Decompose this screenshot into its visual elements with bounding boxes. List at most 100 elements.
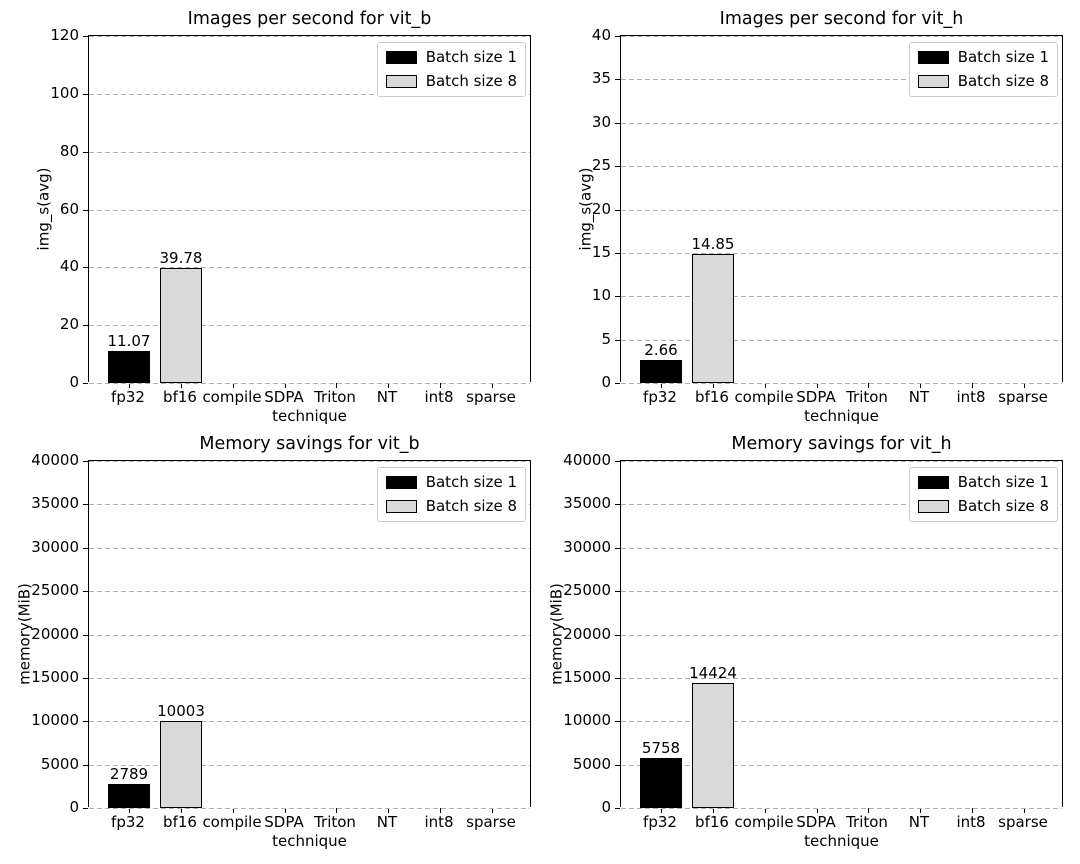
legend-label: Batch size 8 (425, 72, 517, 90)
y-tick-mark (615, 504, 620, 505)
legend-label: Batch size 1 (425, 48, 517, 66)
bar-bf16-batch-size-8 (160, 268, 202, 383)
gridline (621, 123, 1062, 124)
x-tick-mark (920, 808, 921, 813)
y-tick-label: 15000 (563, 668, 611, 686)
y-tick-label: 15 (591, 243, 611, 261)
gridline (89, 548, 530, 549)
y-tick-label: 40 (591, 26, 611, 44)
y-tick-label: 0 (69, 373, 79, 391)
y-tick-mark (615, 721, 620, 722)
y-tick-mark (615, 340, 620, 341)
x-tick-mark (388, 808, 389, 813)
x-tick-mark (440, 808, 441, 813)
x-tick-label-sparse: sparse (998, 388, 1048, 406)
y-tick-mark (83, 548, 88, 549)
x-tick-label-SDPA: SDPA (264, 813, 304, 831)
y-tick-mark (615, 79, 620, 80)
gridline (89, 36, 530, 37)
y-tick-label: 20000 (563, 625, 611, 643)
gridline (621, 504, 1062, 505)
x-tick-label-SDPA: SDPA (264, 388, 304, 406)
x-tick-label-SDPA: SDPA (796, 388, 836, 406)
y-tick-mark (83, 591, 88, 592)
x-tick-mark (233, 808, 234, 813)
x-tick-mark (336, 383, 337, 388)
gridline (89, 808, 530, 809)
y-tick-mark (83, 504, 88, 505)
legend-entry: Batch size 8 (385, 72, 517, 91)
x-tick-label-compile: compile (734, 813, 794, 831)
gridline (621, 461, 1062, 462)
legend: Batch size 1 Batch size 8 (908, 42, 1058, 97)
bar-value-label: 2789 (109, 765, 149, 783)
x-tick-mark (817, 383, 818, 388)
bar-value-label: 11.07 (107, 332, 151, 350)
x-tick-mark (661, 808, 662, 813)
y-tick-label: 20000 (31, 625, 79, 643)
x-tick-label-NT: NT (376, 388, 398, 406)
gridline (89, 461, 530, 462)
gridline (621, 166, 1062, 167)
y-tick-mark (83, 461, 88, 462)
y-tick-label: 0 (601, 798, 611, 816)
x-tick-label-fp32: fp32 (643, 813, 677, 831)
bar-fp32-batch-size-1 (108, 784, 150, 808)
bar-value-label: 10003 (157, 702, 205, 720)
x-tick-mark (817, 808, 818, 813)
x-tick-label-Triton: Triton (846, 813, 888, 831)
legend-entry: Batch size 8 (917, 497, 1049, 516)
legend: Batch size 1 Batch size 8 (376, 467, 526, 522)
y-tick-mark (615, 296, 620, 297)
gridline (621, 383, 1062, 384)
gridline (621, 79, 1062, 80)
y-tick-mark (83, 635, 88, 636)
plot-area: 2.66 14.85 Batch size 1 Batch size 8 (615, 35, 1063, 388)
y-tick-label: 60 (59, 200, 79, 218)
bar-bf16-batch-size-8 (160, 721, 202, 808)
x-tick-label-SDPA: SDPA (796, 813, 836, 831)
y-tick-mark (615, 123, 620, 124)
y-tick-mark (615, 461, 620, 462)
x-tick-mark (713, 383, 714, 388)
x-tick-mark (129, 808, 130, 813)
bar-value-label: 14424 (689, 664, 737, 682)
y-tick-mark (615, 808, 620, 809)
gridline (89, 504, 530, 505)
y-tick-label: 40000 (563, 451, 611, 469)
x-tick-label-int8: int8 (424, 388, 454, 406)
legend-entry: Batch size 1 (385, 473, 517, 492)
x-axis-label: technique (804, 407, 879, 425)
gridline (621, 210, 1062, 211)
gridline (89, 383, 530, 384)
x-tick-mark (181, 383, 182, 388)
y-tick-mark (615, 591, 620, 592)
legend-entry: Batch size 8 (385, 497, 517, 516)
x-tick-label-bf16: bf16 (163, 813, 197, 831)
chart-title: Images per second for vit_h (719, 9, 964, 29)
gridline (621, 253, 1062, 254)
gridline (89, 635, 530, 636)
y-tick-label: 25000 (31, 581, 79, 599)
x-tick-mark (388, 383, 389, 388)
bar-bf16-batch-size-8 (692, 254, 734, 383)
y-tick-label: 0 (69, 798, 79, 816)
plot-area: 11.07 39.78 Batch size 1 Batch size 8 (83, 35, 531, 388)
x-tick-label-bf16: bf16 (695, 388, 729, 406)
x-axis-label: technique (272, 832, 347, 850)
y-tick-label: 15000 (31, 668, 79, 686)
gridline (89, 591, 530, 592)
x-tick-mark (285, 383, 286, 388)
x-axis-label: technique (804, 832, 879, 850)
y-tick-mark (83, 210, 88, 211)
y-tick-label: 20 (59, 315, 79, 333)
legend-label: Batch size 1 (425, 473, 517, 491)
y-tick-label: 30000 (563, 538, 611, 556)
y-tick-label: 0 (601, 373, 611, 391)
y-tick-label: 5000 (572, 755, 611, 773)
gridline (621, 765, 1062, 766)
y-tick-label: 10000 (563, 711, 611, 729)
y-tick-label: 5000 (40, 755, 79, 773)
legend-swatch-icon (385, 75, 417, 88)
x-tick-label-sparse: sparse (466, 813, 516, 831)
